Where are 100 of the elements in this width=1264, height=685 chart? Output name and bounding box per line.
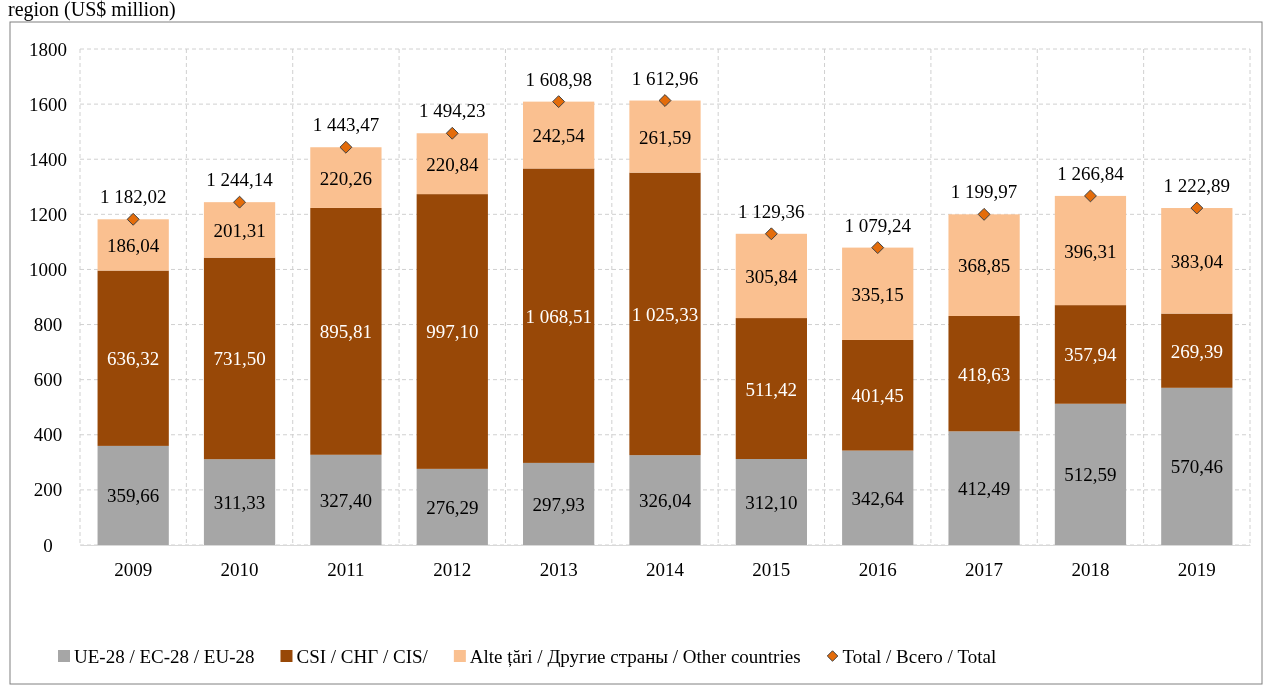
x-tick-label: 2010: [220, 559, 259, 581]
bar: [203, 459, 276, 545]
x-tick-label: 2013: [539, 559, 578, 581]
bar: [629, 455, 701, 545]
y-tick-label: 1200: [29, 203, 67, 225]
point: [658, 94, 672, 107]
data-label: 327,40: [319, 489, 373, 511]
data-label: 220,26: [319, 167, 373, 189]
bar: [629, 100, 701, 173]
data-label: 895,81: [319, 321, 373, 343]
bar: [203, 257, 276, 460]
y-tick-label: 600: [33, 369, 63, 391]
bar: [97, 219, 169, 271]
x-tick-label: 2012: [433, 559, 472, 581]
bar: [416, 194, 488, 469]
data-label: 357,94: [1064, 344, 1118, 366]
x-tick-label: 2017: [965, 559, 1004, 581]
x-tick-label: 2016: [858, 559, 897, 581]
data-label: 997,10: [426, 321, 479, 343]
bar: [1161, 208, 1233, 314]
data-label: 1 612,96: [631, 67, 699, 89]
y-tick-label: 800: [33, 314, 63, 336]
data-label: 1 443,47: [312, 114, 380, 136]
bar: [1054, 403, 1127, 545]
data-label: 1 129,36: [738, 200, 805, 222]
y-tick-label: 1000: [29, 259, 67, 281]
point: [1190, 201, 1204, 215]
bar: [735, 233, 807, 319]
data-label: 401,45: [851, 385, 904, 407]
data-label: 1 182,02: [99, 186, 167, 208]
data-label: 186,04: [107, 234, 160, 256]
point: [552, 95, 566, 109]
data-label: 1 608,98: [525, 68, 592, 90]
bar: [1054, 305, 1127, 404]
bar: [842, 247, 914, 340]
chart-title: region (US$ million): [8, 0, 176, 21]
x-tick-label: 2015: [752, 559, 791, 581]
data-label: 636,32: [107, 348, 160, 370]
point: [126, 212, 140, 226]
bar: [203, 202, 276, 258]
data-label: 305,84: [745, 265, 798, 287]
data-label: 570,46: [1170, 456, 1223, 478]
data-label: 1 494,23: [419, 100, 486, 122]
x-tick-label: 2009: [114, 559, 153, 581]
x-tick-label: 2019: [1177, 559, 1216, 581]
data-label: 276,29: [426, 496, 479, 518]
bar: [842, 450, 914, 545]
data-label: 261,59: [638, 126, 692, 148]
y-tick-label: 200: [33, 479, 63, 501]
point: [1084, 189, 1097, 203]
data-label: 1 079,24: [844, 214, 912, 236]
data-label: 1 025,33: [631, 303, 699, 325]
bar: [523, 168, 595, 463]
bar: [97, 445, 169, 545]
legend-label: Total / Всего / Total: [842, 646, 997, 667]
point: [977, 207, 991, 221]
data-label: 1 244,14: [206, 169, 274, 191]
x-tick-label: 2014: [646, 559, 685, 581]
data-label: 368,85: [957, 255, 1011, 277]
point: [871, 241, 885, 255]
data-label: 731,50: [213, 348, 266, 370]
data-label: 418,63: [957, 363, 1011, 385]
legend-label: CSI / СНГ / CIS/: [296, 646, 429, 667]
bar: [842, 339, 914, 451]
point: [233, 195, 246, 209]
point: [445, 126, 459, 140]
data-label: 511,42: [745, 378, 798, 400]
bar: [735, 318, 807, 459]
bar: [523, 462, 595, 545]
bar: [416, 133, 488, 195]
data-label: 1 199,97: [950, 181, 1018, 203]
data-label: 297,93: [532, 493, 585, 515]
data-label: 359,66: [107, 485, 160, 507]
bar: [1054, 195, 1127, 306]
y-tick-label: 1600: [29, 93, 67, 115]
y-tick-label: 1400: [29, 148, 67, 170]
data-label: 396,31: [1064, 240, 1117, 262]
point: [764, 227, 778, 241]
bar: [523, 101, 595, 169]
data-label: 383,04: [1170, 250, 1224, 272]
data-label: 311,33: [213, 492, 266, 514]
y-tick-label: 0: [43, 534, 53, 556]
bar: [310, 207, 382, 455]
data-label: 1 222,89: [1163, 175, 1231, 197]
y-tick-label: 1800: [29, 38, 67, 60]
bar: [948, 315, 1020, 432]
y-tick-label: 400: [33, 424, 63, 446]
data-label: 312,10: [745, 492, 798, 513]
bar: [1161, 387, 1233, 545]
data-label: 512,59: [1064, 464, 1117, 486]
point: [339, 140, 353, 154]
data-label: 335,15: [851, 283, 904, 305]
data-label: 326,04: [638, 490, 692, 512]
data-label: 1 068,51: [525, 305, 592, 327]
data-label: 1 266,84: [1057, 162, 1125, 184]
bar: [97, 270, 169, 446]
data-label: 342,64: [851, 487, 905, 509]
bar: [948, 214, 1020, 316]
legend-label: UE-28 / ЕС-28 / EU-28: [74, 646, 255, 667]
bar: [629, 172, 701, 456]
